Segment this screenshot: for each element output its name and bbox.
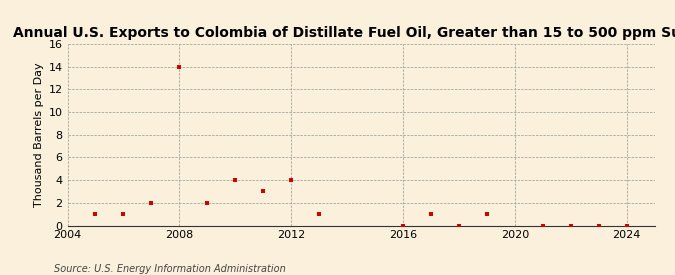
Y-axis label: Thousand Barrels per Day: Thousand Barrels per Day — [34, 62, 45, 207]
Point — [314, 212, 325, 216]
Point — [286, 178, 296, 182]
Point — [118, 212, 129, 216]
Point — [622, 223, 632, 228]
Point — [146, 200, 157, 205]
Point — [481, 212, 492, 216]
Point — [174, 65, 185, 69]
Title: Annual U.S. Exports to Colombia of Distillate Fuel Oil, Greater than 15 to 500 p: Annual U.S. Exports to Colombia of Disti… — [14, 26, 675, 40]
Point — [398, 223, 408, 228]
Point — [593, 223, 604, 228]
Point — [566, 223, 576, 228]
Point — [202, 200, 213, 205]
Point — [426, 212, 437, 216]
Point — [258, 189, 269, 194]
Text: Source: U.S. Energy Information Administration: Source: U.S. Energy Information Administ… — [54, 264, 286, 274]
Point — [454, 223, 464, 228]
Point — [90, 212, 101, 216]
Point — [230, 178, 241, 182]
Point — [537, 223, 548, 228]
